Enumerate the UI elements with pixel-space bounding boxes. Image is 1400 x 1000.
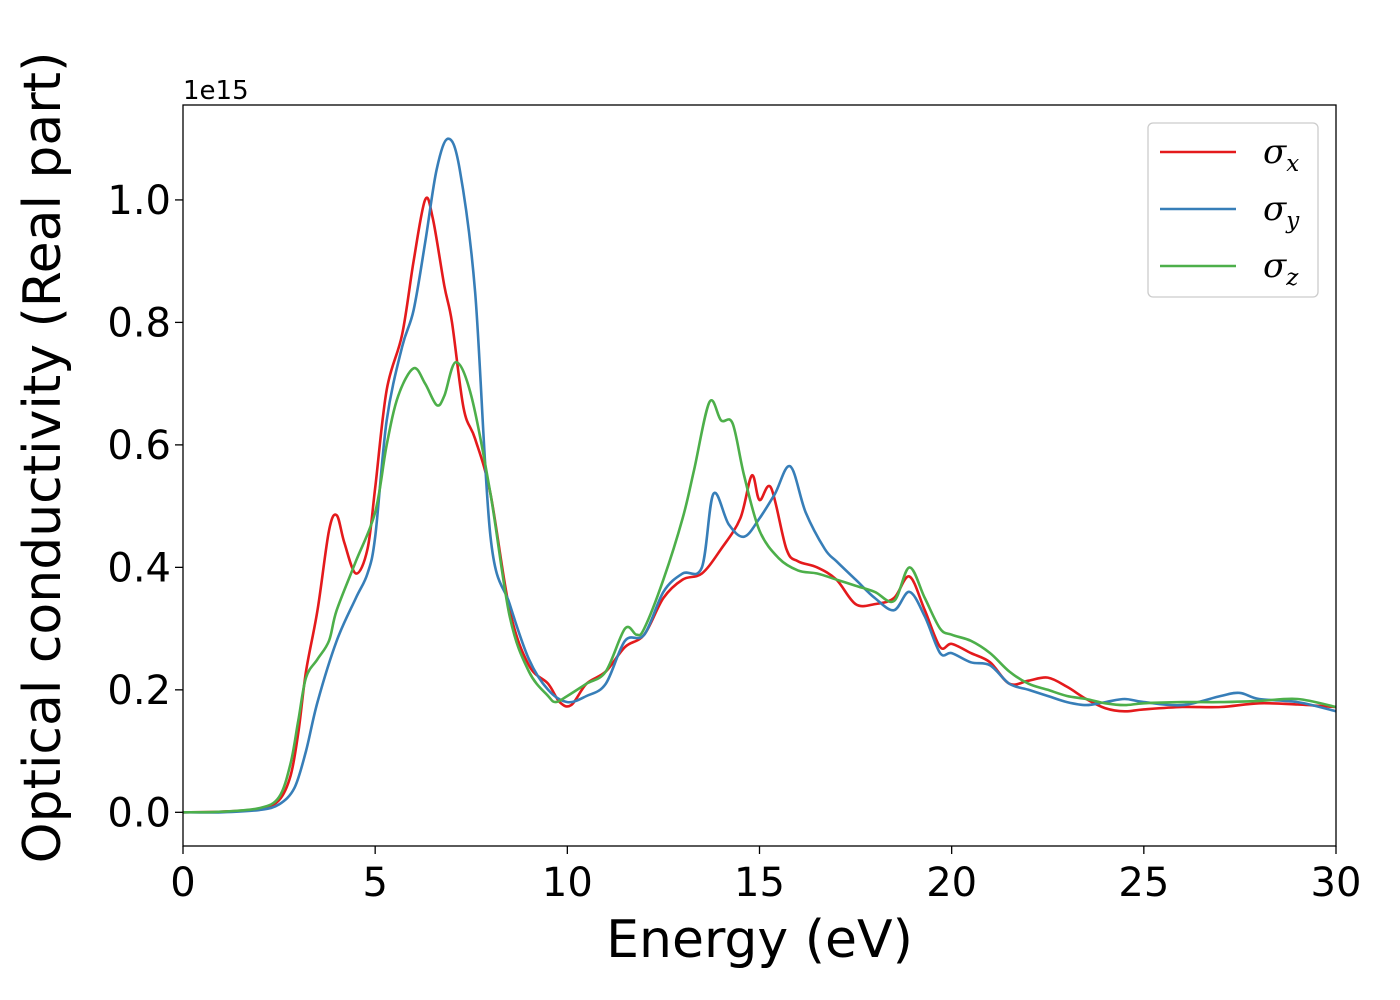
x-axis-label: Energy (eV) [606,910,913,970]
x-tick-label: 15 [734,860,785,906]
x-tick-label: 5 [362,860,387,906]
legend-label-z: σz [1263,246,1299,291]
y-axis-label: Optical conductivity (Real part) [13,52,73,864]
x-axis-ticks: 0 5 10 15 20 25 30 [170,846,1361,906]
x-tick-label: 10 [542,860,593,906]
x-tick-label: 25 [1118,860,1169,906]
x-tick-label: 0 [170,860,195,906]
y-tick-label: 0.6 [107,423,171,469]
y-tick-label: 0.8 [107,300,171,346]
x-tick-label: 20 [926,860,977,906]
y-tick-label: 0.2 [107,668,171,714]
series-line-z [182,360,1337,814]
y-offset-text: 1e15 [183,76,249,106]
legend: σx σy σz [1147,122,1319,298]
y-tick-label: 0.0 [107,790,171,836]
x-tick-label: 30 [1311,860,1362,906]
y-tick-label: 0.4 [107,545,171,591]
y-axis-ticks: 0.0 0.2 0.4 0.6 0.8 1.0 [107,178,183,836]
y-tick-label: 1.0 [107,178,171,224]
legend-label-y: σy [1263,189,1300,234]
series-layer [182,137,1337,814]
legend-label-x: σx [1263,132,1299,177]
